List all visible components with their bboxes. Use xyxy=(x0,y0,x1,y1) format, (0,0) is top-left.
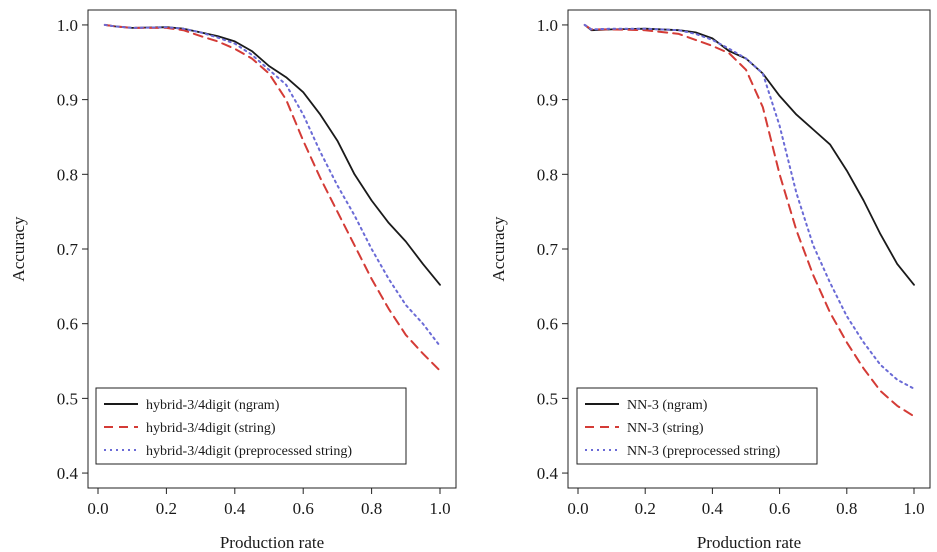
series-line-1 xyxy=(103,23,441,286)
x-tick-label: 1.0 xyxy=(903,499,924,518)
x-tick-label: 0.4 xyxy=(702,499,724,518)
legend-label-2: hybrid-3/4digit (string) xyxy=(146,421,276,436)
x-tick-label: 0.2 xyxy=(156,499,177,518)
legend-label-1: NN-3 (ngram) xyxy=(627,398,708,413)
legend: hybrid-3/4digit (ngram) hybrid-3/4digit (… xyxy=(95,387,407,465)
x-tick-label: 0.2 xyxy=(635,499,656,518)
x-tick-label: 0.0 xyxy=(567,499,588,518)
y-tick-label: 0.9 xyxy=(57,91,78,110)
legend-label-3: hybrid-3/4digit (preprocessed string) xyxy=(146,444,352,459)
legend-label-1: hybrid-3/4digit (ngram) xyxy=(146,398,280,413)
x-axis-label: Production rate xyxy=(220,533,324,552)
y-tick-label: 0.6 xyxy=(57,315,78,334)
chart-panel-2: 0.4 0.5 0.6 0.7 0.8 0.9 1.0 0.0 0.2 0.4 0.6 0.8 1.0 P… xyxy=(489,9,931,552)
y-tick-label: 0.6 xyxy=(537,315,558,334)
y-tick-label: 1.0 xyxy=(537,16,558,35)
legend-label-2: NN-3 (string) xyxy=(627,421,704,436)
y-axis-label: Accuracy xyxy=(9,216,28,282)
x-tick-label: 0.0 xyxy=(87,499,108,518)
y-tick-label: 0.4 xyxy=(537,464,559,483)
legend-label-3: NN-3 (preprocessed string) xyxy=(627,444,781,459)
x-tick-label: 0.6 xyxy=(769,499,790,518)
chart-panel-1: 0.4 0.5 0.6 0.7 0.8 0.9 1.0 0.0 0.2 0.4 0.6 0.8 1.0 P… xyxy=(9,9,457,552)
y-tick-label: 0.7 xyxy=(537,240,559,259)
x-axis-label: Production rate xyxy=(697,533,801,552)
y-tick-label: 0.5 xyxy=(537,389,558,408)
y-tick-label: 1.0 xyxy=(57,16,78,35)
series-line-2 xyxy=(583,23,915,418)
y-tick-label: 0.8 xyxy=(537,165,558,184)
x-tick-label: 0.8 xyxy=(836,499,857,518)
series-line-3 xyxy=(583,23,915,390)
x-tick-label: 0.4 xyxy=(224,499,246,518)
x-tick-label: 0.6 xyxy=(293,499,314,518)
legend-box xyxy=(95,387,407,465)
y-axis-label: Accuracy xyxy=(489,216,508,282)
series-line-2 xyxy=(103,23,441,372)
y-tick-label: 0.9 xyxy=(537,91,558,110)
x-tick-label: 0.8 xyxy=(361,499,382,518)
y-tick-label: 0.5 xyxy=(57,389,78,408)
legend: NN-3 (ngram) NN-3 (string) NN-3 (preproces… xyxy=(576,387,818,465)
y-tick-label: 0.4 xyxy=(57,464,79,483)
y-tick-label: 0.7 xyxy=(57,240,79,259)
series-line-1 xyxy=(583,23,915,286)
y-tick-label: 0.8 xyxy=(57,165,78,184)
x-tick-label: 1.0 xyxy=(429,499,450,518)
series-line-3 xyxy=(103,23,441,348)
